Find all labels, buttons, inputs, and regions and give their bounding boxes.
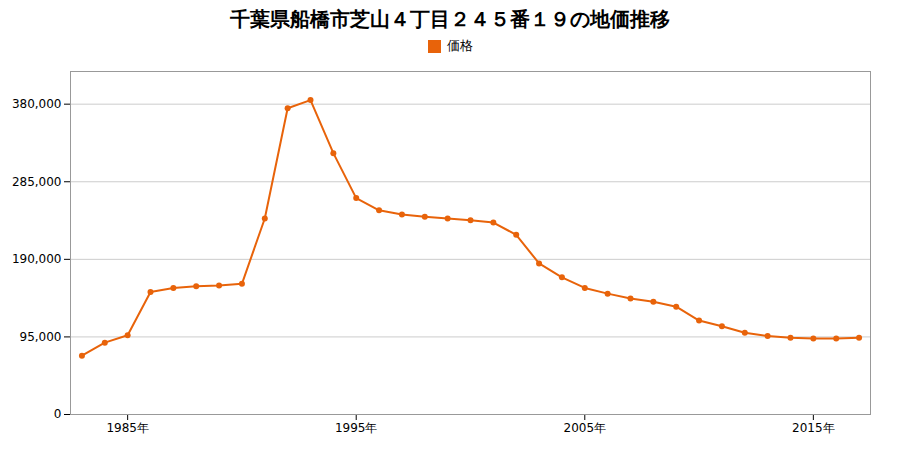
svg-text:1995年: 1995年: [335, 421, 378, 435]
html-text:千葉県船橋市芝山４丁目２４５番１９の地価推移: 千葉県船橋市芝山４丁目２４５番１９の地価推移: [230, 7, 670, 31]
svg-text:2005年: 2005年: [564, 421, 607, 435]
html-text:価格: 価格: [446, 38, 473, 53]
svg-text:190,000: 190,000: [12, 252, 62, 266]
svg-text:95,000: 95,000: [20, 330, 62, 344]
svg-text:0: 0: [54, 407, 62, 421]
svg-text:380,000: 380,000: [12, 97, 62, 111]
svg-text:1985年: 1985年: [106, 421, 149, 435]
svg-text:2015年: 2015年: [792, 421, 835, 435]
svg-text:285,000: 285,000: [12, 175, 62, 189]
